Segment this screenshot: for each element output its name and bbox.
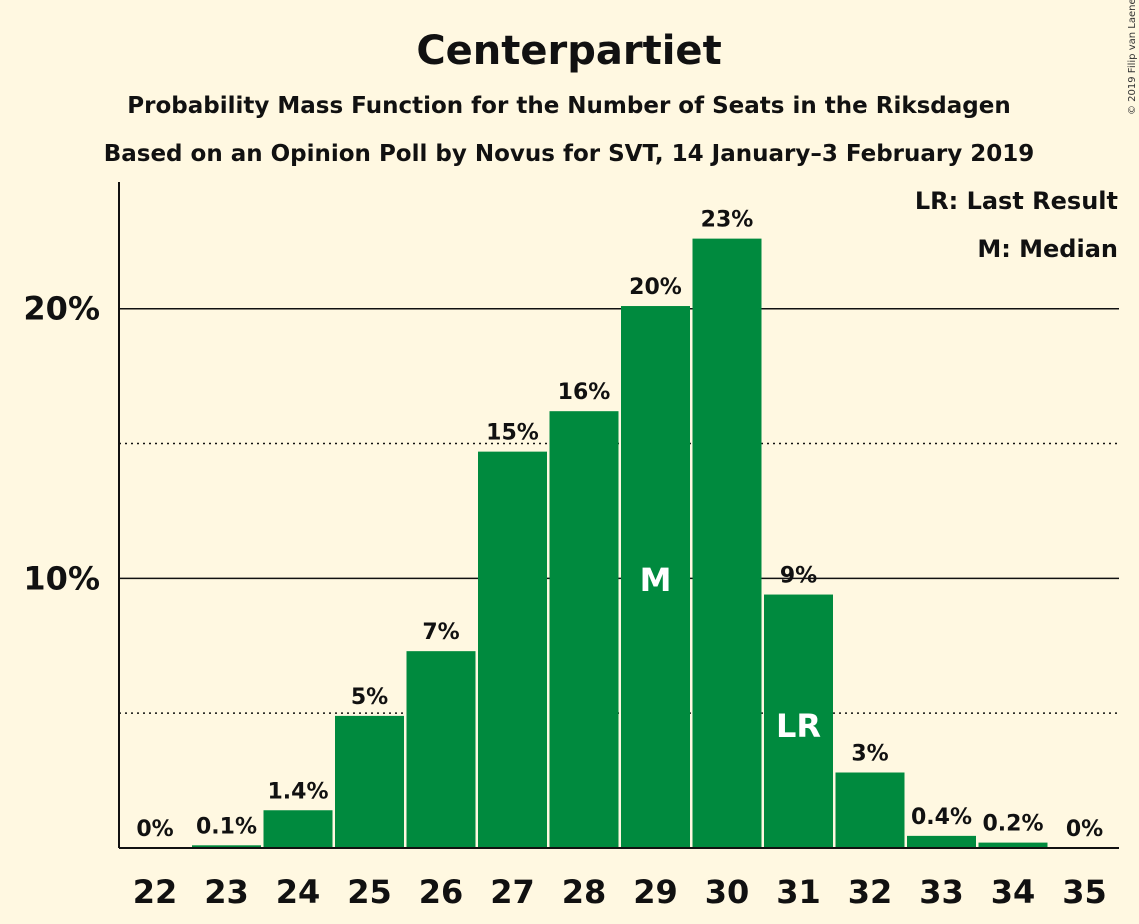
y-axis-ticks: 10% 20% — [23, 290, 100, 598]
x-tick-label-29: 29 — [633, 873, 678, 911]
bar-seats-34 — [978, 842, 1048, 848]
x-tick-label-32: 32 — [848, 873, 893, 911]
copyright-notice: © 2019 Filip van Laenen — [1127, 0, 1138, 115]
x-tick-label-26: 26 — [419, 873, 464, 911]
legend-last-result: LR: Last Result — [915, 187, 1118, 215]
x-tick-label-22: 22 — [133, 873, 178, 911]
x-tick-label-25: 25 — [347, 873, 392, 911]
data-label-seats-33: 0.4% — [911, 805, 972, 830]
bar-seats-24 — [263, 810, 333, 848]
data-label-seats-31: 9% — [780, 564, 817, 589]
chart-subtitle-poll: Based on an Opinion Poll by Novus for SV… — [104, 141, 1035, 167]
data-label-seats-23: 0.1% — [196, 814, 257, 839]
x-axis-ticks: 22 23 24 25 26 27 28 29 30 31 32 33 34 35 — [133, 873, 1107, 911]
data-label-seats-35: 0% — [1066, 817, 1103, 842]
x-tick-label-27: 27 — [490, 873, 535, 911]
data-label-seats-24: 1.4% — [267, 779, 328, 804]
data-label-seats-29: 20% — [629, 275, 682, 300]
x-tick-label-24: 24 — [276, 873, 321, 911]
bar-seats-25 — [335, 715, 404, 848]
data-label-seats-22: 0% — [136, 817, 173, 842]
y-tick-label-0: 10% — [23, 559, 100, 597]
bar-seats-23 — [192, 845, 261, 848]
bar-seats-32 — [835, 772, 905, 848]
chart-subtitle: Probability Mass Function for the Number… — [127, 93, 1010, 119]
bar-seats-31 — [764, 594, 833, 848]
data-label-seats-34: 0.2% — [982, 812, 1043, 837]
bar-marker-lr: LR — [776, 707, 821, 745]
bar-seats-26 — [406, 651, 476, 848]
bar-seats-29 — [621, 306, 690, 849]
data-labels: 0% 0.1% 1.4% 5% 7% 15% 16% 20% 23% 9% 3% 0.4% 0.2% 0% — [136, 208, 1103, 842]
x-tick-label-23: 23 — [204, 873, 249, 911]
gridlines — [119, 307, 1119, 714]
data-label-seats-25: 5% — [351, 685, 388, 710]
data-label-seats-32: 3% — [851, 742, 888, 767]
bar-seats-28 — [549, 411, 619, 848]
x-tick-label-28: 28 — [562, 873, 607, 911]
data-label-seats-28: 16% — [558, 380, 611, 405]
chart-title: Centerpartiet — [416, 28, 721, 74]
bar-seats-30 — [692, 238, 762, 848]
bar-marker-m: M — [640, 561, 672, 599]
data-label-seats-27: 15% — [486, 421, 539, 446]
bar-seats-33 — [907, 835, 976, 848]
y-tick-label-1: 20% — [23, 290, 100, 328]
x-tick-label-31: 31 — [776, 873, 821, 911]
x-tick-label-33: 33 — [919, 873, 964, 911]
x-tick-label-35: 35 — [1062, 873, 1107, 911]
bar-seats-27 — [478, 451, 547, 848]
bar-markers: M LR — [640, 561, 821, 745]
bars — [192, 238, 1048, 849]
data-label-seats-30: 23% — [701, 208, 754, 233]
x-tick-label-30: 30 — [705, 873, 750, 911]
legend-median: M: Median — [977, 235, 1118, 263]
x-tick-label-34: 34 — [991, 873, 1036, 911]
data-label-seats-26: 7% — [422, 620, 459, 645]
